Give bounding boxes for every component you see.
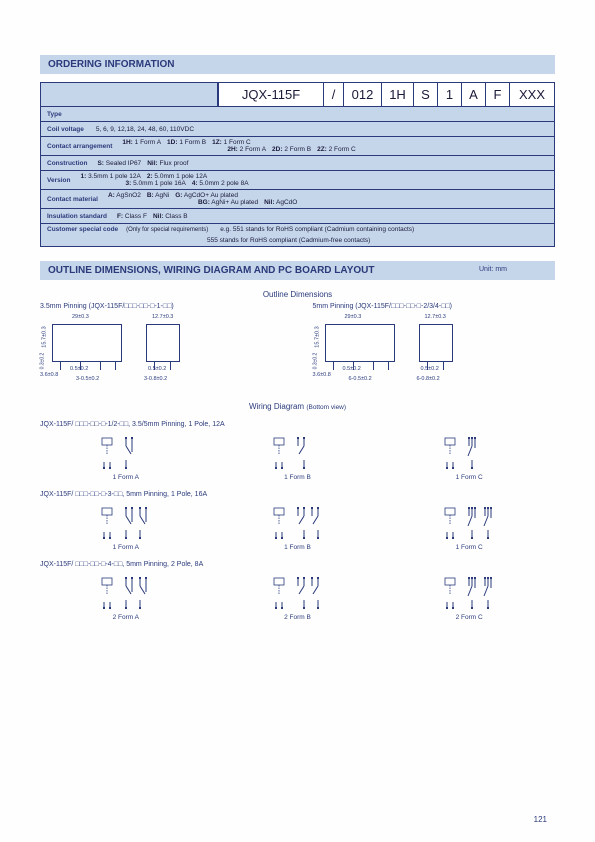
ordering-table: JQX-115F/0121HS1AFXXX TypeCoil voltage 5… <box>40 82 555 247</box>
info-row-7: Customer special code(Only for special r… <box>41 224 554 246</box>
part-cell-8: XXX <box>509 83 554 106</box>
part-cell-4: S <box>413 83 437 106</box>
wiring-cell: 2 Form B <box>212 574 384 621</box>
wiring-row-1: 1 Form A1 Form B1 Form C <box>40 504 555 551</box>
info-row-2: Contact arrangement 1H: 1 Form A1D: 1 Fo… <box>41 137 554 156</box>
part-cell-3: 1H <box>381 83 413 106</box>
info-row-1: Coil voltage 5, 6, 9, 12,18, 24, 48, 60,… <box>41 122 554 137</box>
wiring-cell: 1 Form B <box>212 504 384 551</box>
wiring-cell: 1 Form A <box>40 434 212 481</box>
wiring-title: Wiring Diagram (Bottom view) <box>40 402 555 411</box>
info-row-3: Construction S: Sealed IP67Nil: Flux pro… <box>41 156 554 171</box>
dim-group-title: 3.5mm Pinning (JQX-115F/□□□-□□-□-1-□□) <box>40 303 283 310</box>
part-cell-5: 1 <box>437 83 461 106</box>
wiring-row-2: 2 Form A2 Form B2 Form C <box>40 574 555 621</box>
outline-title-text: OUTLINE DIMENSIONS, WIRING DIAGRAM AND P… <box>48 265 374 276</box>
wiring-row-0: 1 Form A1 Form B1 Form C <box>40 434 555 481</box>
info-row-0: Type <box>41 107 554 122</box>
outline-title: OUTLINE DIMENSIONS, WIRING DIAGRAM AND P… <box>40 261 555 280</box>
wiring-cell: 1 Form A <box>40 504 212 551</box>
part-number-row: JQX-115F/0121HS1AFXXX <box>41 83 554 107</box>
part-cell-1: / <box>323 83 343 106</box>
unit-label: Unit: mm <box>479 266 507 273</box>
outline-subtitle: Outline Dimensions <box>40 290 555 299</box>
wiring-cell: 1 Form C <box>383 504 555 551</box>
wiring-group-title-2: JQX-115F/ □□□-□□-□-4-□□, 5mm Pinning, 2 … <box>40 561 555 568</box>
dim-group-title: 5mm Pinning (JQX-115F/□□□-□□-□-2/3/4-□□) <box>313 303 556 310</box>
part-cell-2: 012 <box>343 83 381 106</box>
part-cell-6: A <box>461 83 485 106</box>
part-cell-0: JQX-115F <box>218 83 323 106</box>
wiring-group-title-1: JQX-115F/ □□□-□□-□-3-□□, 5mm Pinning, 1 … <box>40 491 555 498</box>
wiring-cell: 1 Form C <box>383 434 555 481</box>
wiring-cell: 2 Form C <box>383 574 555 621</box>
outline-area: Outline Dimensions 3.5mm Pinning (JQX-11… <box>40 290 555 384</box>
wiring-group-title-0: JQX-115F/ □□□-□□-□-1/2-□□, 3.5/5mm Pinni… <box>40 421 555 428</box>
part-cell-7: F <box>485 83 509 106</box>
wiring-area: Wiring Diagram (Bottom view) JQX-115F/ □… <box>40 402 555 621</box>
info-row-4: Version 1: 3.5mm 1 pole 12A2: 5.0mm 1 po… <box>41 171 554 190</box>
ordering-title: ORDERING INFORMATION <box>40 55 555 74</box>
info-row-5: Contact material A: AgSnO2B: AgNiG: AgCd… <box>41 190 554 209</box>
wiring-cell: 2 Form A <box>40 574 212 621</box>
wiring-cell: 1 Form B <box>212 434 384 481</box>
page-number: 121 <box>534 815 547 824</box>
info-row-6: Insulation standard F: Class FNil: Class… <box>41 209 554 224</box>
